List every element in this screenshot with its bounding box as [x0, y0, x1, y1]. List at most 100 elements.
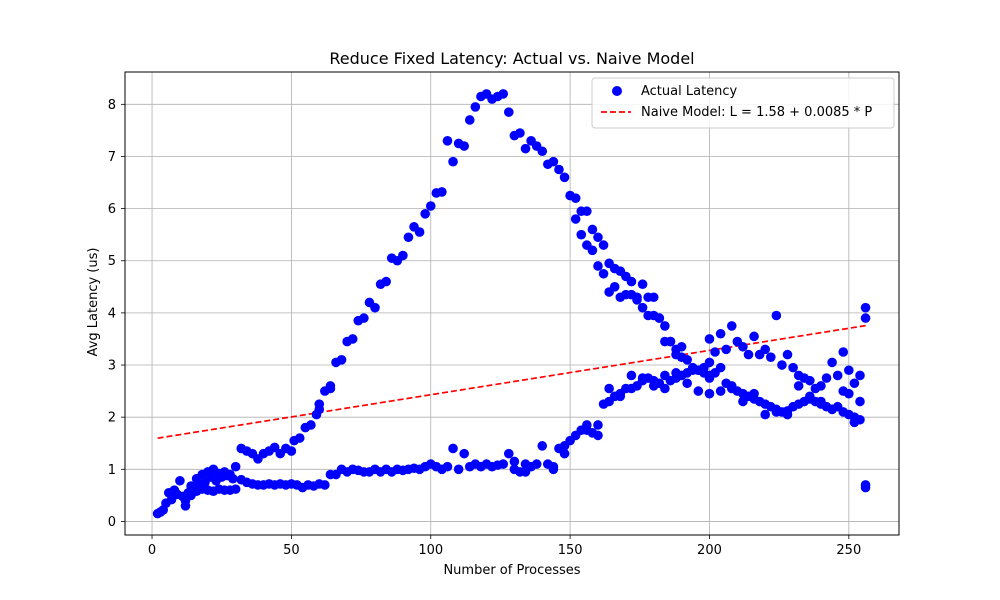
data-point	[286, 446, 297, 456]
data-point	[637, 279, 648, 290]
x-tick-label: 0	[148, 543, 156, 558]
y-tick-label: 6	[108, 202, 116, 217]
data-point	[503, 107, 514, 117]
data-point	[615, 391, 626, 402]
data-point	[626, 276, 637, 287]
data-point	[570, 193, 581, 203]
x-tick-label: 250	[836, 543, 861, 558]
data-point	[453, 464, 464, 475]
y-tick-label: 3	[108, 359, 116, 374]
scatter-layer	[152, 89, 871, 519]
data-point	[230, 461, 241, 472]
data-point	[749, 388, 759, 399]
x-tick-label: 200	[697, 543, 722, 558]
data-point	[626, 370, 637, 381]
data-point	[855, 370, 865, 381]
data-point	[771, 407, 782, 417]
data-point	[648, 381, 659, 391]
data-point	[660, 321, 670, 331]
data-point	[805, 391, 815, 402]
x-tick-label: 150	[558, 543, 583, 558]
data-point	[228, 473, 238, 484]
data-point	[749, 331, 759, 342]
data-point	[314, 404, 325, 415]
data-point	[306, 420, 316, 430]
data-point	[593, 232, 603, 243]
data-point	[760, 409, 771, 420]
y-tick-label: 1	[108, 463, 116, 478]
data-point	[537, 146, 548, 157]
x-tick-label: 100	[418, 543, 443, 558]
data-point	[782, 409, 793, 420]
data-point	[370, 302, 380, 313]
data-point	[715, 386, 726, 396]
data-point	[604, 383, 614, 394]
data-point	[559, 448, 570, 459]
data-point	[498, 89, 509, 99]
data-point	[844, 388, 854, 399]
data-point	[230, 484, 241, 494]
data-point	[442, 136, 453, 146]
data-point	[498, 459, 509, 469]
data-point	[509, 456, 520, 467]
y-tick-label: 0	[108, 515, 116, 530]
model-line	[157, 324, 866, 440]
data-point	[771, 310, 782, 321]
data-point	[548, 156, 559, 167]
data-point	[359, 313, 369, 323]
grid	[125, 72, 899, 535]
data-point	[515, 128, 525, 138]
data-point	[403, 232, 414, 243]
data-point	[593, 261, 603, 271]
data-point	[420, 209, 430, 219]
data-point	[726, 381, 737, 391]
data-point	[704, 334, 715, 344]
data-point	[793, 381, 804, 391]
data-point	[676, 352, 687, 363]
data-point	[844, 365, 854, 376]
data-point	[632, 295, 642, 305]
data-point	[448, 443, 458, 454]
y-axis-label: Avg Latency (us)	[86, 248, 101, 357]
data-point	[643, 310, 653, 321]
y-tick-label: 8	[108, 98, 116, 113]
y-tick-label: 5	[108, 254, 116, 269]
data-point	[537, 441, 548, 451]
data-point	[805, 375, 815, 386]
data-point	[738, 341, 748, 352]
data-point	[470, 102, 481, 112]
data-point	[559, 172, 570, 183]
legend-label-actual: Actual Latency	[641, 84, 738, 99]
data-point	[442, 461, 453, 472]
y-tick-label: 4	[108, 306, 116, 321]
data-point	[425, 201, 436, 211]
data-point	[582, 425, 592, 435]
data-point	[816, 396, 826, 407]
data-point	[554, 164, 564, 175]
data-point	[637, 373, 648, 383]
data-point	[710, 347, 720, 357]
y-tick-label: 2	[108, 411, 116, 426]
data-point	[849, 417, 860, 428]
legend-scatter-marker	[612, 86, 622, 96]
data-point	[671, 373, 681, 383]
data-point	[743, 349, 754, 360]
data-point	[827, 404, 837, 415]
data-point	[671, 344, 681, 355]
data-point	[777, 360, 787, 370]
data-point	[269, 442, 280, 453]
data-point	[609, 282, 620, 292]
data-point	[587, 245, 598, 256]
data-point	[816, 381, 826, 391]
data-point	[721, 344, 731, 355]
data-point	[849, 378, 860, 389]
data-point	[437, 187, 447, 197]
data-point	[726, 321, 737, 331]
data-point	[715, 328, 726, 339]
data-point	[637, 302, 648, 313]
data-point	[593, 430, 603, 441]
data-point	[855, 396, 865, 407]
data-point	[738, 396, 748, 407]
data-point	[320, 480, 330, 490]
data-point	[347, 334, 358, 344]
